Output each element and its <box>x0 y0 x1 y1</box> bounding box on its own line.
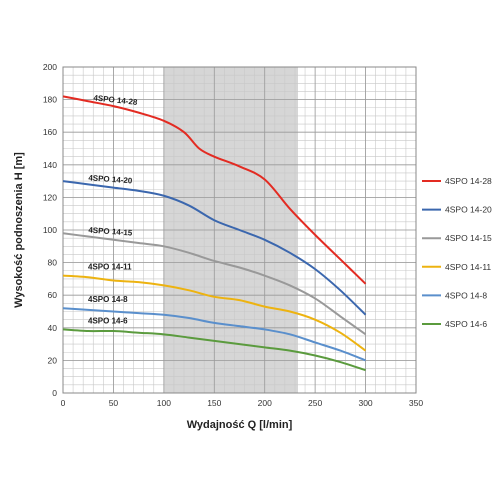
x-axis-title: Wydajność Q [l/min] <box>187 419 293 431</box>
series-line-4SPO-14-6 <box>62 328 366 372</box>
y-axis-title: Wysokość podnoszenia H [m] <box>13 152 25 308</box>
x-tick-label: 200 <box>258 398 272 408</box>
series-label: 4SPO 14-6 <box>88 316 128 325</box>
legend-group: 4SPO 14-28 4SPO 14-20 4SPO 14-15 4SPO 14-11… <box>422 176 492 329</box>
series-line-4SPO-14-20 <box>62 180 367 316</box>
plot-frame <box>62 66 417 394</box>
x-tick-label: 50 <box>109 398 119 408</box>
x-tick-label: 250 <box>308 398 322 408</box>
x-tick-label: 300 <box>358 398 372 408</box>
y-tick-label: 120 <box>43 192 57 202</box>
axes-group: 0 50 100 150 200 250 300 350 0 20 40 60 80 100 120 140 1… <box>43 62 424 408</box>
series-label: 4SPO 14-20 <box>88 173 133 185</box>
x-tick-label: 350 <box>409 398 423 408</box>
series-line-4SPO-14-8 <box>62 307 366 362</box>
legend-entry-label: 4SPO 14-8 <box>445 290 487 300</box>
x-tick-label: 0 <box>61 398 66 408</box>
y-tick-label: 20 <box>48 355 58 365</box>
y-tick-label: 140 <box>43 160 57 170</box>
x-tick-label: 100 <box>157 398 171 408</box>
series-label: 4SPO 14-11 <box>88 263 132 272</box>
legend-entry-label: 4SPO 14-6 <box>445 319 487 329</box>
legend-entry-label: 4SPO 14-15 <box>445 233 492 243</box>
legend-entry-label: 4SPO 14-28 <box>445 176 492 186</box>
series-labels-group: 4SPO 14-28 4SPO 14-20 4SPO 14-15 4SPO 14-11… <box>88 93 138 325</box>
y-tick-label: 80 <box>48 258 58 268</box>
series-label: 4SPO 14-28 <box>93 93 138 107</box>
legend-entry-label: 4SPO 14-20 <box>445 205 492 215</box>
y-tick-label: 60 <box>48 290 58 300</box>
series-label: 4SPO 14-8 <box>88 295 128 304</box>
y-tick-label: 0 <box>52 388 57 398</box>
y-tick-label: 40 <box>48 323 58 333</box>
y-tick-label: 100 <box>43 225 57 235</box>
series-line-4SPO-14-11 <box>62 274 367 352</box>
y-tick-label: 160 <box>43 127 57 137</box>
series-line-4SPO-14-28 <box>62 95 367 285</box>
series-label: 4SPO 14-15 <box>88 226 133 238</box>
y-tick-label: 200 <box>43 62 57 72</box>
x-tick-label: 150 <box>207 398 221 408</box>
series-line-4SPO-14-15 <box>62 232 367 336</box>
legend-entry-label: 4SPO 14-11 <box>445 262 491 272</box>
y-tick-label: 180 <box>43 95 57 105</box>
series-group <box>62 95 367 372</box>
